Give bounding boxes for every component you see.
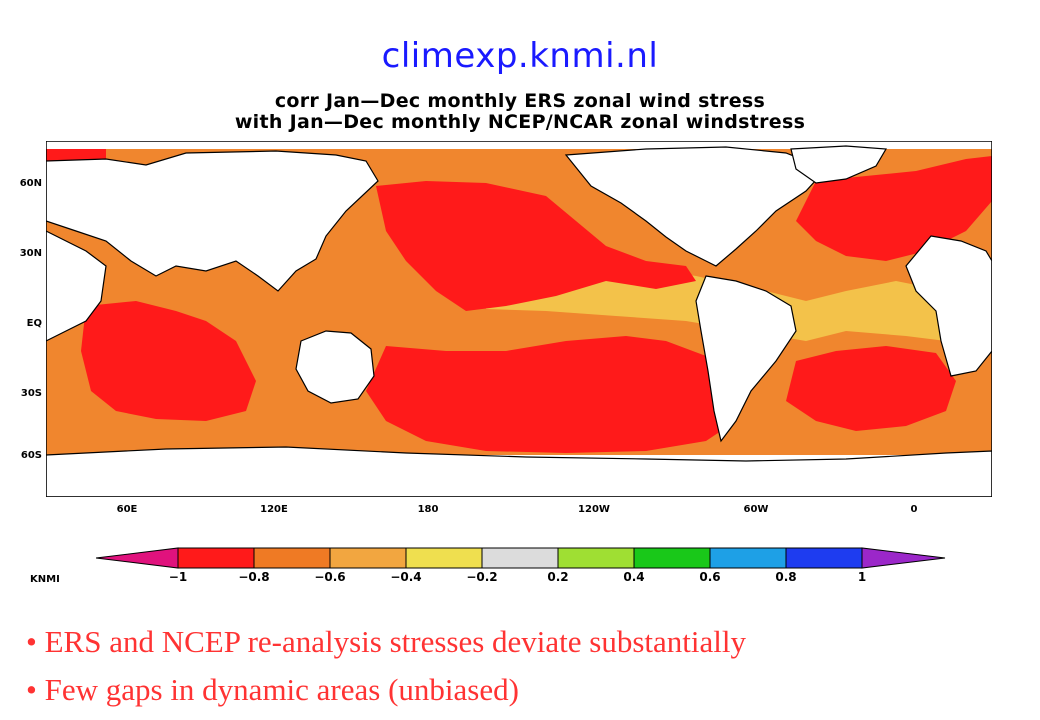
colorbar-tick-label: −0.6 [314, 570, 346, 584]
colorbar-tick-label: −0.8 [238, 570, 270, 584]
correlation-map [46, 141, 992, 497]
plot-title-line-2: with Jan—Dec monthly NCEP/NCAR zonal win… [234, 111, 806, 133]
north-america-landmass [564, 146, 828, 267]
lat-label-60s: 60S [20, 450, 42, 461]
colorbar-tick-label: 0.4 [623, 570, 645, 584]
africa-east-landmass [905, 235, 992, 377]
knmi-logo: KNMI [30, 574, 60, 585]
lat-label-60n: 60N [19, 178, 42, 189]
bullet-1: • ERS and NCEP re-analysis stresses devi… [26, 624, 747, 659]
australia-landmass [295, 330, 375, 404]
colorbar-segment [557, 547, 635, 569]
colorbar-segment [709, 547, 787, 569]
colorbar-segment [329, 547, 407, 569]
lat-label-eq: EQ [26, 318, 42, 329]
north-pacific-red [376, 181, 696, 311]
africa-landmass [46, 230, 107, 342]
indian-ocean-red [81, 301, 256, 421]
colorbar-segment [253, 547, 331, 569]
lat-label-30n: 30N [19, 248, 42, 259]
colorbar-segment [481, 547, 559, 569]
colorbar-tick-label: 0.2 [547, 570, 569, 584]
lat-label-30s: 30S [20, 388, 42, 399]
colorbar-segment [405, 547, 483, 569]
colorbar-tick-label: 1 [857, 570, 867, 584]
colorbar-tick-label: 0.8 [775, 570, 797, 584]
lon-label-60w: 60W [743, 504, 769, 515]
lon-label-120e: 120E [260, 504, 288, 515]
south-america-landmass [695, 275, 797, 443]
lon-label-60e: 60E [116, 504, 138, 515]
lon-label-0: 0 [910, 504, 918, 515]
plot-title-line-1: corr Jan—Dec monthly ERS zonal wind stre… [274, 90, 766, 112]
colorbar-tick-label: −0.2 [466, 570, 498, 584]
south-pacific-red [366, 336, 736, 453]
colorbar-high-arrow [861, 547, 946, 569]
colorbar-segment [633, 547, 711, 569]
bullet-2-text: Few gaps in dynamic areas (unbiased) [44, 672, 519, 707]
bullet-1-text: ERS and NCEP re-analysis stresses deviat… [44, 624, 747, 659]
eurasia-landmass [46, 150, 379, 292]
colorbar [96, 547, 946, 569]
bullet-2: • Few gaps in dynamic areas (unbiased) [26, 672, 519, 707]
colorbar-low-arrow [96, 547, 179, 569]
colorbar-tick-label: 0.6 [699, 570, 721, 584]
colorbar-tick-label: −1 [168, 570, 188, 584]
south-atlantic-red [786, 346, 956, 431]
greenland-landmass [790, 145, 888, 184]
antarctica-landmass [46, 446, 992, 497]
lon-label-180: 180 [417, 504, 439, 515]
north-atlantic-red [796, 156, 992, 261]
colorbar-tick-label: −0.4 [390, 570, 422, 584]
colorbar-segment [177, 547, 255, 569]
colorbar-segment [785, 547, 863, 569]
lon-label-120w: 120W [578, 504, 610, 515]
site-url: climexp.knmi.nl [381, 36, 659, 76]
